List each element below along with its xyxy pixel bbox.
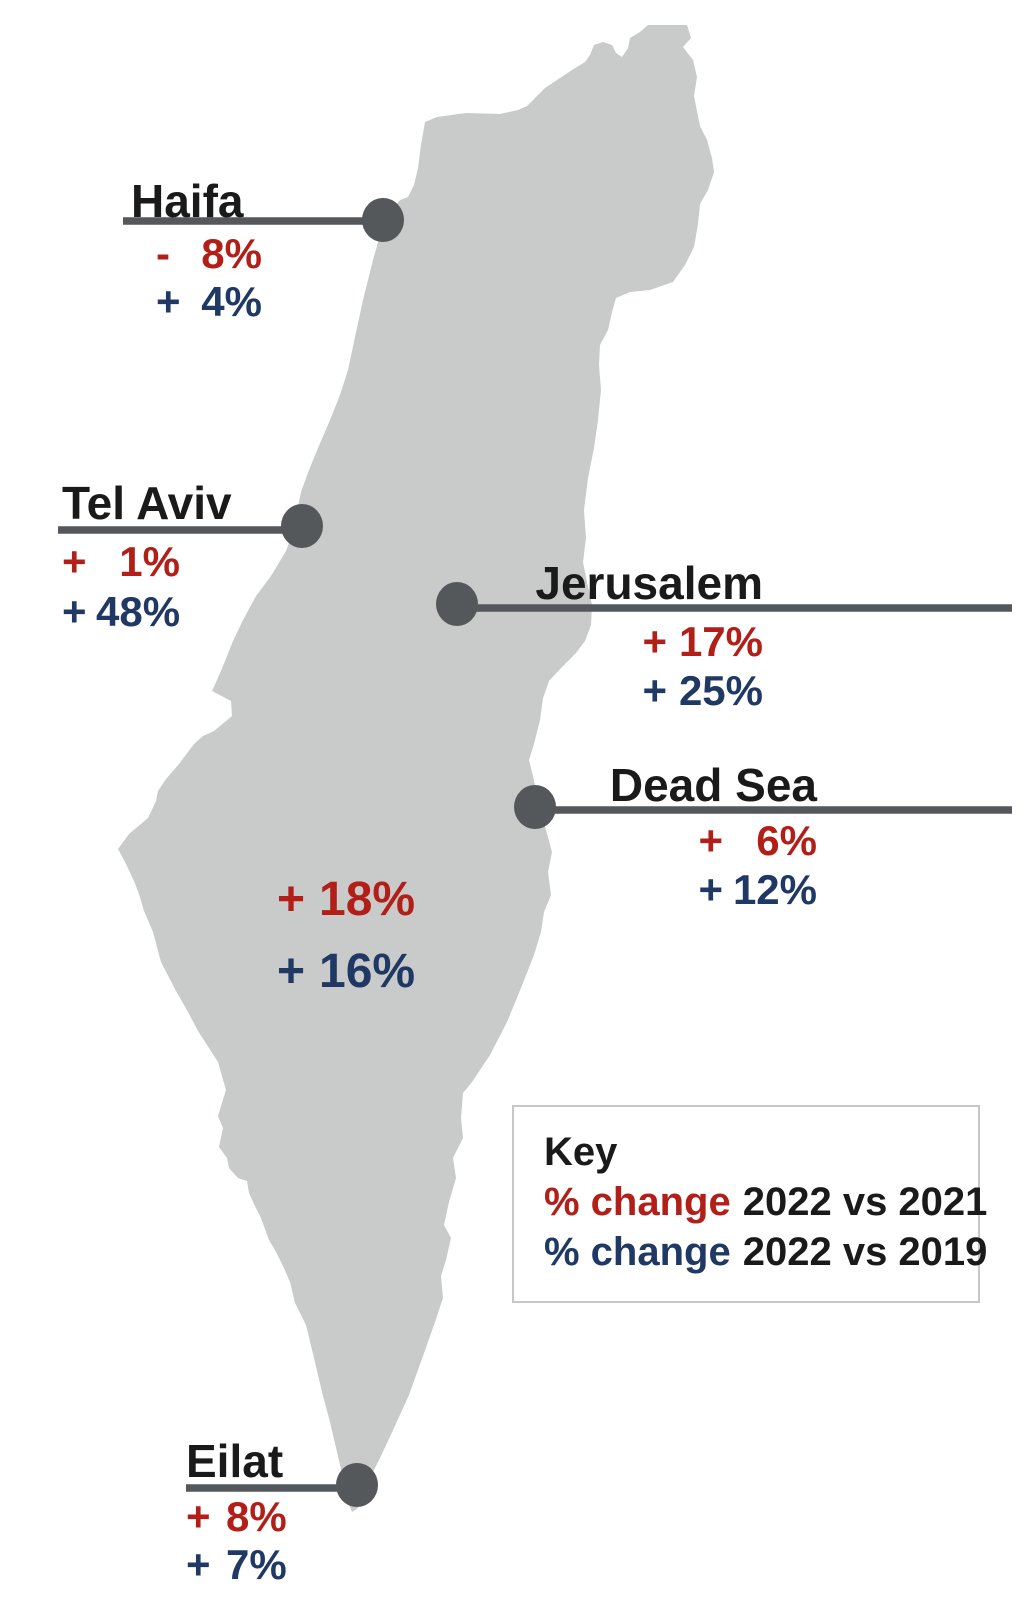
city-marker-jerusalem <box>436 582 478 626</box>
tel-aviv-2019-sign: + <box>62 588 87 635</box>
tel-aviv-change-2022-vs-2019: + 48% <box>62 591 180 633</box>
haifa-2021-sign: - <box>156 230 170 277</box>
haifa-2019-sign: + <box>156 278 181 325</box>
jerusalem-2021-value: 17% <box>678 618 763 665</box>
key-2021-label: % change <box>544 1180 731 1224</box>
jerusalem-change-2022-vs-2021: + 17% <box>642 621 763 663</box>
tel-aviv-change-2022-vs-2021: + 1% <box>62 541 180 583</box>
city-label-eilat: Eilat <box>186 1435 284 1487</box>
israel-silhouette <box>118 25 714 1512</box>
city-label-tel-aviv: Tel Aviv <box>62 477 232 529</box>
eilat-2021-sign: + <box>186 1493 211 1540</box>
haifa-change-2022-vs-2021: - 8% <box>156 233 262 275</box>
eilat-2019-sign: + <box>186 1541 211 1588</box>
haifa-change-2022-vs-2019: + 4% <box>156 281 262 323</box>
key-row-2021: % change 2022 vs 2021 <box>544 1177 987 1227</box>
key-2021-period: 2022 vs 2021 <box>742 1180 988 1224</box>
jerusalem-2019-sign: + <box>642 667 667 714</box>
negev-change-2022-vs-2021: + 18% <box>277 876 415 924</box>
dead-sea-2019-sign: + <box>698 866 723 913</box>
jerusalem-change-2022-vs-2019: + 25% <box>642 670 763 712</box>
eilat-2019-value: 7% <box>226 1541 287 1588</box>
haifa-2021-value: 8% <box>201 230 262 277</box>
dead-sea-2021-sign: + <box>698 817 723 864</box>
tel-aviv-2021-value: 1% <box>119 538 180 585</box>
negev-2019-sign: + <box>277 945 306 998</box>
negev-2019-value: 16% <box>319 945 416 998</box>
negev-2021-value: 18% <box>319 873 416 926</box>
key-2019-period: 2022 vs 2019 <box>742 1230 988 1274</box>
dead-sea-change-2022-vs-2021: + 6% <box>698 820 817 862</box>
negev-2021-sign: + <box>277 873 306 926</box>
dead-sea-2019-value: 12% <box>732 866 817 913</box>
jerusalem-2019-value: 25% <box>678 667 763 714</box>
haifa-2019-value: 4% <box>201 278 262 325</box>
city-marker-tel-aviv <box>281 504 323 548</box>
dead-sea-2021-value: 6% <box>756 817 817 864</box>
eilat-change-2022-vs-2019: + 7% <box>186 1541 287 1588</box>
city-marker-dead-sea <box>514 785 556 829</box>
city-label-haifa: Haifa <box>131 175 244 227</box>
city-marker-haifa <box>362 198 404 242</box>
key-row-2019: % change 2022 vs 2019 <box>544 1227 987 1277</box>
jerusalem-2021-sign: + <box>642 618 667 665</box>
key-title: Key <box>544 1130 618 1174</box>
map-key: Key % change 2022 vs 2021 % change 2022 vs… <box>512 1105 987 1303</box>
eilat-change-2022-vs-2021: + 8% <box>186 1493 287 1540</box>
eilat-2021-value: 8% <box>226 1493 287 1540</box>
city-label-jerusalem: Jerusalem <box>535 557 763 609</box>
key-2019-label: % change <box>544 1230 731 1274</box>
dead-sea-change-2022-vs-2019: + 12% <box>698 869 817 911</box>
negev-change-2022-vs-2019: + 16% <box>277 948 415 996</box>
tel-aviv-2019-value: 48% <box>96 588 181 635</box>
city-label-dead-sea: Dead Sea <box>609 759 817 811</box>
city-marker-eilat <box>336 1463 378 1507</box>
tel-aviv-2021-sign: + <box>62 538 87 585</box>
